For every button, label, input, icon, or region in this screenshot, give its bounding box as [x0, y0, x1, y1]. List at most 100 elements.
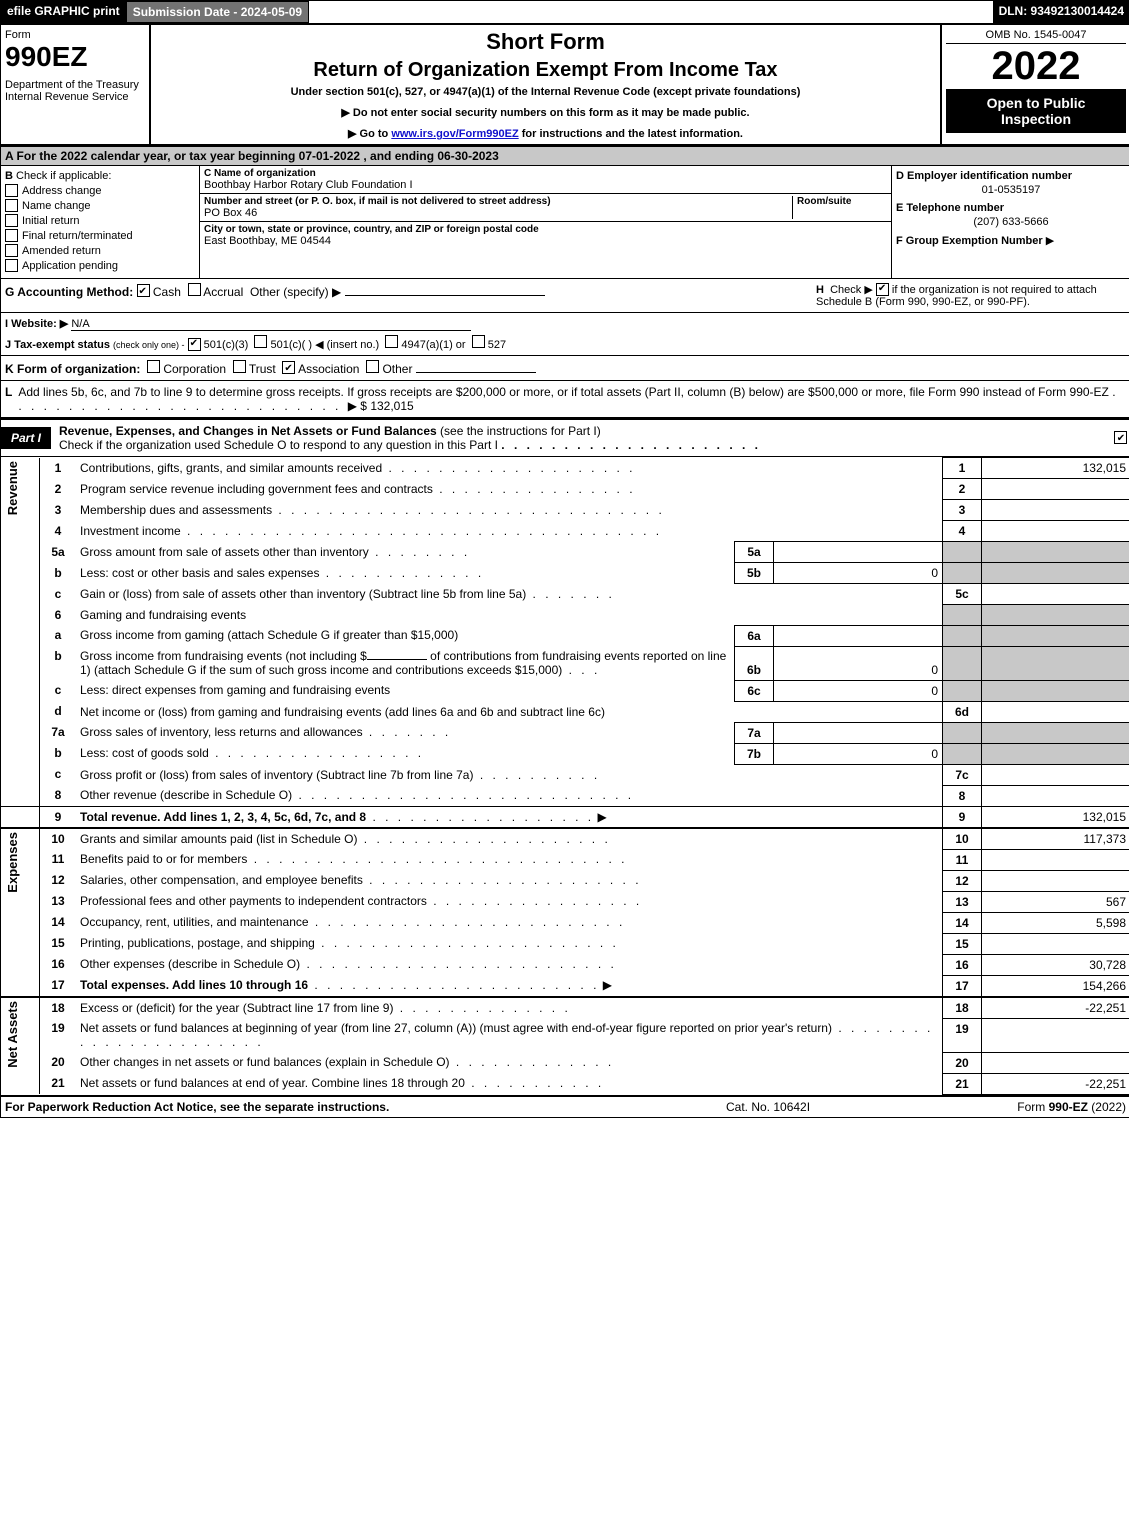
cb-schedule-b[interactable]: [876, 283, 889, 296]
form-word: Form: [5, 29, 145, 41]
department-label: Department of the Treasury Internal Reve…: [5, 79, 145, 103]
header-center: Short Form Return of Organization Exempt…: [151, 25, 940, 144]
part1-check[interactable]: [1110, 431, 1129, 446]
directive-goto: ▶ Go to www.irs.gov/Form990EZ for instru…: [155, 127, 936, 140]
irs-link[interactable]: www.irs.gov/Form990EZ: [391, 128, 518, 140]
form-container: efile GRAPHIC print Submission Date - 20…: [0, 0, 1129, 1118]
short-form-title: Short Form: [155, 29, 936, 55]
website-block: I Website: ▶ N/A: [5, 317, 1126, 331]
other-specify-field[interactable]: [345, 295, 545, 296]
cb-initial-return[interactable]: Initial return: [5, 214, 195, 227]
line7a-value: [774, 722, 943, 743]
header-right: OMB No. 1545-0047 2022 Open to Public In…: [940, 25, 1129, 144]
revenue-vertical-label: Revenue: [1, 458, 40, 807]
cb-application-pending[interactable]: Application pending: [5, 259, 195, 272]
line6c-value: 0: [774, 680, 943, 701]
row-g-h: G Accounting Method: Cash Accrual Other …: [1, 279, 1129, 313]
line3-amount: [982, 500, 1129, 521]
line5c-amount: [982, 584, 1129, 605]
line1-amount: 132,015: [982, 458, 1129, 479]
info-grid: B Check if applicable: Address change Na…: [1, 166, 1129, 279]
part1-table: Revenue 1 Contributions, gifts, grants, …: [1, 457, 1129, 1095]
column-b: B Check if applicable: Address change Na…: [1, 166, 200, 278]
address-value: PO Box 46: [204, 207, 792, 219]
cb-501c[interactable]: [254, 335, 267, 348]
catalog-number: Cat. No. 10642I: [726, 1100, 926, 1114]
tax-year: 2022: [946, 44, 1126, 89]
ein-value: 01-0535197: [896, 184, 1126, 196]
form-footer: Form 990-EZ (2022): [926, 1100, 1126, 1114]
line4-amount: [982, 521, 1129, 542]
form-number: 990EZ: [5, 41, 145, 73]
section-a-period: A For the 2022 calendar year, or tax yea…: [1, 146, 1129, 166]
expenses-vertical-label: Expenses: [1, 828, 40, 997]
omb-number: OMB No. 1545-0047: [946, 29, 1126, 44]
cb-amended-return[interactable]: Amended return: [5, 244, 195, 257]
under-section-text: Under section 501(c), 527, or 4947(a)(1)…: [155, 86, 936, 98]
part1-tab: Part I: [1, 427, 51, 449]
telephone-value: (207) 633-5666: [896, 216, 1126, 228]
line12-amount: [982, 870, 1129, 891]
header-left: Form 990EZ Department of the Treasury In…: [1, 25, 151, 144]
line13-amount: 567: [982, 891, 1129, 912]
line19-amount: [982, 1018, 1129, 1052]
part1-title: Revenue, Expenses, and Changes in Net As…: [51, 420, 1110, 456]
line6d-amount: [982, 701, 1129, 722]
cb-corporation[interactable]: [147, 360, 160, 373]
address-block: Number and street (or P. O. box, if mail…: [200, 194, 891, 222]
group-exemption-block: F Group Exemption Number ▶: [896, 234, 1126, 247]
submission-date-label: Submission Date - 2024-05-09: [126, 1, 309, 23]
accounting-method-block: G Accounting Method: Cash Accrual Other …: [5, 283, 816, 299]
row-l: L Add lines 5b, 6c, and 7b to line 9 to …: [1, 381, 1129, 418]
city-block: City or town, state or province, country…: [200, 222, 891, 249]
footer: For Paperwork Reduction Act Notice, see …: [1, 1095, 1129, 1117]
other-org-field[interactable]: [416, 372, 536, 373]
cb-527[interactable]: [472, 335, 485, 348]
line15-amount: [982, 933, 1129, 954]
tax-exempt-block: J Tax-exempt status (check only one) - 5…: [5, 335, 1126, 351]
line16-amount: 30,728: [982, 954, 1129, 975]
line11-amount: [982, 849, 1129, 870]
line7c-amount: [982, 764, 1129, 785]
gross-receipts-value: 132,015: [370, 399, 413, 413]
column-c: C Name of organization Boothbay Harbor R…: [200, 166, 892, 278]
line6a-value: [774, 625, 943, 646]
line10-amount: 117,373: [982, 828, 1129, 850]
org-name-value: Boothbay Harbor Rotary Club Foundation I: [204, 179, 887, 191]
line18-amount: -22,251: [982, 997, 1129, 1019]
cb-association[interactable]: [282, 361, 295, 374]
line5b-value: 0: [774, 563, 943, 584]
line20-amount: [982, 1052, 1129, 1073]
line17-amount: 154,266: [982, 975, 1129, 997]
h-check-block: H Check ▶ if the organization is not req…: [816, 283, 1126, 308]
cb-address-change[interactable]: Address change: [5, 184, 195, 197]
cb-final-return[interactable]: Final return/terminated: [5, 229, 195, 242]
line6b-value: 0: [774, 646, 943, 680]
city-value: East Boothbay, ME 04544: [204, 235, 887, 247]
row-k: K Form of organization: Corporation Trus…: [1, 356, 1129, 381]
cb-4947[interactable]: [385, 335, 398, 348]
column-d: D Employer identification number 01-0535…: [892, 166, 1129, 278]
cb-cash[interactable]: [137, 284, 150, 297]
org-name-block: C Name of organization Boothbay Harbor R…: [200, 166, 891, 194]
open-inspection-box: Open to Public Inspection: [946, 89, 1126, 133]
website-value: N/A: [71, 318, 471, 331]
header-row: Form 990EZ Department of the Treasury In…: [1, 25, 1129, 146]
netassets-vertical-label: Net Assets: [1, 997, 40, 1095]
line2-amount: [982, 479, 1129, 500]
paperwork-notice: For Paperwork Reduction Act Notice, see …: [5, 1100, 726, 1114]
cb-trust[interactable]: [233, 360, 246, 373]
cb-501c3[interactable]: [188, 338, 201, 351]
cb-other-org[interactable]: [366, 360, 379, 373]
part1-header: Part I Revenue, Expenses, and Changes in…: [1, 418, 1129, 457]
line21-amount: -22,251: [982, 1073, 1129, 1094]
dln-label: DLN: 93492130014424: [993, 1, 1129, 23]
cb-name-change[interactable]: Name change: [5, 199, 195, 212]
efile-print-label[interactable]: efile GRAPHIC print: [1, 1, 126, 23]
line7b-value: 0: [774, 743, 943, 764]
line14-amount: 5,598: [982, 912, 1129, 933]
line5a-value: [774, 542, 943, 563]
cb-accrual[interactable]: [188, 283, 201, 296]
row-i-j: I Website: ▶ N/A J Tax-exempt status (ch…: [1, 313, 1129, 356]
line8-amount: [982, 785, 1129, 806]
